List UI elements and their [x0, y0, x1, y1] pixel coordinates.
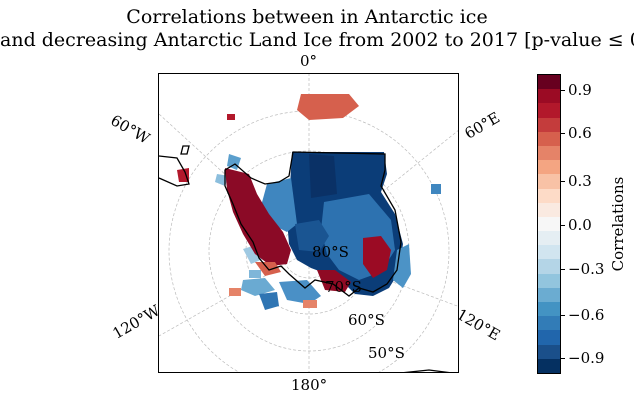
colorbar-tick: [561, 133, 565, 134]
colorbar-segment: [538, 89, 560, 104]
map-panel: [158, 73, 459, 373]
colorbar-tick-label: −0.9: [568, 349, 605, 367]
colorbar-segment: [538, 216, 560, 232]
colorbar-segment: [538, 273, 560, 288]
colorbar-segment: [538, 75, 560, 90]
colorbar-segment: [538, 160, 560, 175]
colorbar-tick-label: −0.6: [568, 306, 605, 324]
lon-label-60e: 60°E: [461, 108, 504, 143]
colorbar-label: Correlations: [609, 176, 627, 272]
colorbar-segment: [538, 202, 560, 217]
colorbar-tick: [561, 315, 565, 316]
lon-label-120e: 120°E: [453, 305, 504, 345]
colorbar-segment: [538, 174, 560, 189]
colorbar-segment: [538, 117, 560, 132]
lon-label-0: 0°: [300, 52, 318, 70]
colorbar-segment: [538, 131, 560, 146]
colorbar-tick: [561, 225, 565, 226]
colorbar-segment: [538, 316, 560, 331]
lat-label-70s: 70°S: [325, 278, 362, 296]
colorbar-tick: [561, 358, 565, 359]
chart-title-line-2: and decreasing Antarctic Land Ice from 2…: [0, 29, 634, 51]
colorbar: [537, 74, 561, 374]
colorbar-segment: [538, 287, 560, 302]
colorbar-segment: [538, 358, 560, 373]
colorbar-segment: [538, 231, 560, 246]
colorbar-segment: [538, 245, 560, 260]
colorbar-tick-label: 0.9: [568, 81, 592, 99]
colorbar-tick: [561, 90, 565, 91]
colorbar-segment: [538, 302, 560, 317]
colorbar-segment: [538, 145, 560, 161]
colorbar-segment: [538, 259, 560, 274]
colorbar-tick-label: 0.0: [568, 216, 592, 234]
lat-label-50s: 50°S: [368, 344, 405, 362]
colorbar-segment: [538, 344, 560, 359]
colorbar-tick: [561, 181, 565, 182]
lat-circle-50: [168, 110, 450, 372]
colorbar-tick-label: 0.6: [568, 124, 592, 142]
lat-label-80s: 80°S: [312, 243, 349, 261]
map-svg: [159, 74, 458, 372]
lon-label-120w: 120°W: [109, 301, 164, 343]
lon-label-60w: 60°W: [107, 111, 153, 148]
colorbar-tick: [561, 269, 565, 270]
colorbar-segment: [538, 330, 560, 345]
colorbar-segment: [538, 188, 560, 203]
lon-label-180: 180°: [291, 376, 328, 394]
lat-label-60s: 60°S: [348, 311, 385, 329]
coastlines: [159, 145, 450, 372]
colorbar-tick-label: −0.3: [568, 260, 605, 278]
colorbar-segment: [538, 103, 560, 118]
correlation-field-positive: [177, 94, 391, 308]
chart-title-line-1: Correlations between in Antarctic ice: [126, 6, 488, 28]
colorbar-tick-label: 0.3: [568, 172, 592, 190]
